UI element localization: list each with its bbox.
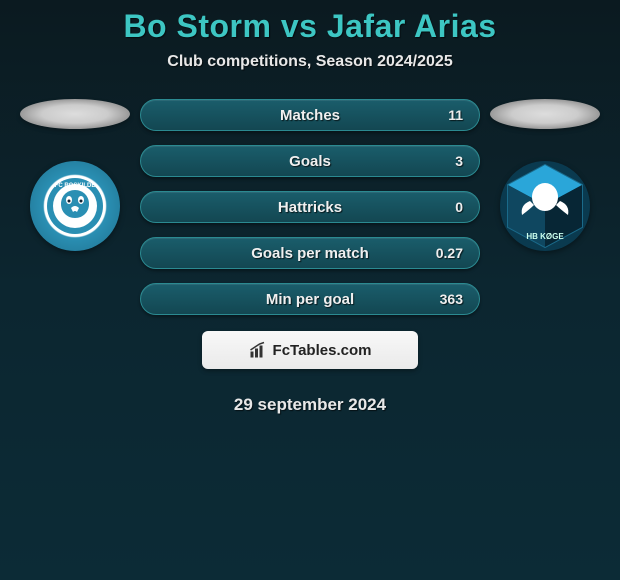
hbkoge-badge-icon: HB KØGE	[500, 161, 590, 251]
svg-text:HB KØGE: HB KØGE	[526, 232, 564, 241]
stat-right-value: 363	[413, 291, 463, 307]
stat-right-value: 0	[413, 199, 463, 215]
stat-label: Goals	[289, 153, 331, 170]
stat-right-value: 11	[413, 107, 463, 123]
stat-row-goals: Goals 3	[140, 145, 480, 177]
roskilde-badge-icon: FC ROSKILDE	[45, 176, 105, 236]
player-photo-left	[20, 99, 130, 129]
stat-label: Hattricks	[278, 199, 342, 216]
stat-label: Matches	[280, 107, 340, 124]
stat-label: Goals per match	[251, 245, 369, 262]
page-title: Bo Storm vs Jafar Arias	[0, 8, 620, 45]
chart-icon	[249, 341, 267, 359]
brand-text: FcTables.com	[273, 342, 372, 359]
header: Bo Storm vs Jafar Arias Club competition…	[0, 0, 620, 75]
page-subtitle: Club competitions, Season 2024/2025	[0, 53, 620, 71]
stat-row-min-per-goal: Min per goal 363	[140, 283, 480, 315]
stat-right-value: 0.27	[413, 245, 463, 261]
stat-row-hattricks: Hattricks 0	[140, 191, 480, 223]
stat-label: Min per goal	[266, 291, 354, 308]
brand-chip[interactable]: FcTables.com	[202, 331, 418, 369]
right-side: HB KØGE	[490, 99, 600, 251]
player-photo-right	[490, 99, 600, 129]
date-text: 29 september 2024	[0, 395, 620, 415]
content-row: FC ROSKILDE Matches 11 Goals 3 Hattricks…	[0, 99, 620, 315]
stats-column: Matches 11 Goals 3 Hattricks 0 Goals per…	[140, 99, 480, 315]
club-badge-left: FC ROSKILDE	[30, 161, 120, 251]
left-side: FC ROSKILDE	[20, 99, 130, 251]
club-badge-right: HB KØGE	[500, 161, 590, 251]
stat-right-value: 3	[413, 153, 463, 169]
svg-text:FC ROSKILDE: FC ROSKILDE	[55, 183, 96, 189]
stat-row-matches: Matches 11	[140, 99, 480, 131]
stat-row-goals-per-match: Goals per match 0.27	[140, 237, 480, 269]
